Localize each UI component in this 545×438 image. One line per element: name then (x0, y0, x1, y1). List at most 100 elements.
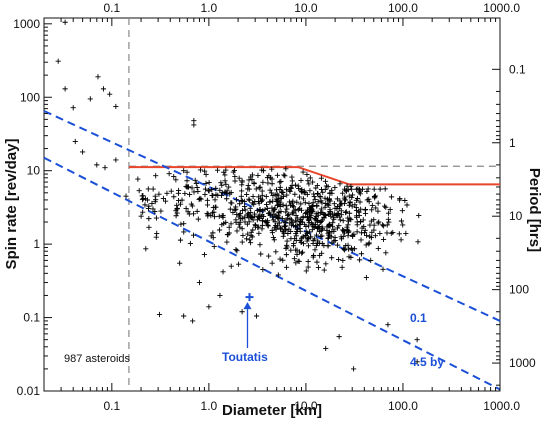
data-point (384, 230, 390, 236)
data-point (224, 196, 230, 202)
data-point (341, 186, 348, 192)
data-point (314, 259, 320, 265)
data-point (278, 178, 284, 185)
data-point (264, 205, 271, 211)
toutatis-label: Toutatis (222, 350, 268, 364)
data-point (300, 234, 306, 240)
data-point (263, 193, 269, 200)
x-top-tick-label: 1.0 (201, 1, 218, 15)
data-point (243, 236, 250, 242)
data-point (253, 186, 259, 192)
data-point (244, 191, 250, 198)
data-point (213, 185, 219, 191)
data-point (156, 191, 162, 197)
toutatis-arrowhead (243, 302, 252, 310)
data-point (366, 241, 372, 247)
data-point (228, 221, 234, 227)
data-point (190, 318, 196, 324)
data-point (246, 196, 252, 202)
data-point (383, 204, 389, 210)
data-point (195, 216, 201, 222)
data-point (363, 242, 369, 248)
data-point (158, 208, 164, 214)
data-point (398, 237, 404, 243)
data-point (368, 257, 374, 264)
data-point (246, 177, 252, 183)
data-point (336, 206, 342, 212)
data-point (211, 209, 217, 215)
data-point (317, 194, 323, 200)
data-point (292, 182, 299, 188)
data-point (314, 190, 321, 197)
data-point (328, 213, 334, 219)
data-point (216, 213, 222, 219)
data-point (269, 227, 275, 233)
data-point (302, 221, 308, 227)
data-point (334, 225, 341, 231)
data-point (284, 238, 290, 244)
data-point (278, 196, 284, 202)
data-point (210, 192, 216, 199)
data-point (280, 257, 286, 263)
data-point (335, 256, 342, 263)
data-point (202, 168, 208, 174)
data-point (284, 192, 290, 198)
data-point (239, 226, 245, 232)
data-point (319, 250, 325, 256)
x-top-tick-label: 100.0 (388, 1, 418, 15)
data-point (225, 232, 231, 238)
data-point (337, 181, 343, 187)
data-point (171, 173, 177, 180)
x-axis-label: Diameter [km] (222, 402, 322, 419)
data-point (298, 207, 305, 213)
data-point (113, 157, 119, 163)
data-point (347, 215, 353, 221)
data-point (221, 220, 227, 227)
data-point (240, 232, 246, 238)
data-point (390, 229, 396, 236)
data-point (304, 238, 310, 244)
data-point (380, 266, 386, 272)
data-point (357, 199, 363, 205)
data-point (337, 203, 343, 209)
data-point (270, 234, 277, 241)
data-point (94, 162, 100, 168)
data-point (245, 182, 251, 189)
data-point (152, 193, 158, 199)
data-point (72, 138, 78, 145)
data-point (218, 192, 225, 198)
data-point (319, 233, 325, 239)
data-point (306, 200, 312, 207)
data-point (174, 206, 180, 212)
data-point (363, 275, 369, 281)
data-point (162, 198, 169, 204)
data-point (346, 210, 353, 216)
data-point (302, 200, 308, 206)
data-point (203, 180, 209, 187)
data-point (249, 234, 255, 240)
data-point (144, 197, 151, 203)
data-point (382, 186, 388, 192)
data-point (292, 191, 298, 197)
right-tick-label: 0.1 (509, 62, 526, 76)
data-point (292, 235, 298, 242)
data-point (191, 189, 197, 195)
data-point (238, 197, 244, 204)
data-point (283, 203, 289, 209)
data-point (383, 250, 389, 256)
data-point (267, 199, 273, 205)
data-point (258, 198, 265, 204)
data-point (55, 58, 61, 64)
dashed-line-2 (43, 156, 501, 391)
data-point (62, 19, 68, 25)
data-point (375, 208, 381, 214)
data-point (219, 182, 225, 188)
data-point (283, 219, 289, 225)
data-point (184, 184, 190, 190)
data-point (318, 227, 324, 234)
data-point (204, 197, 210, 203)
data-point (345, 233, 351, 239)
data-point (356, 189, 362, 195)
data-point (221, 169, 227, 175)
data-point (317, 219, 323, 225)
